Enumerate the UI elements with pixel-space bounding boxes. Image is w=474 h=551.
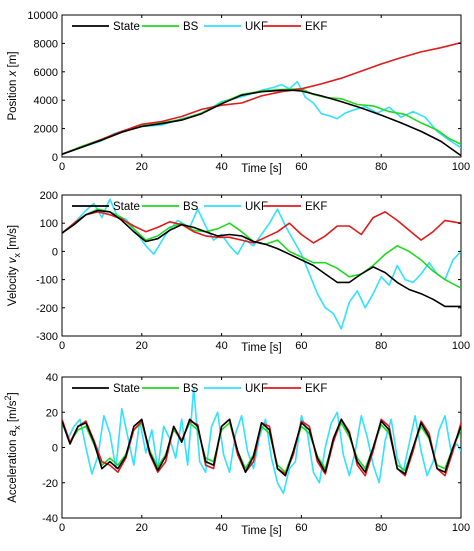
x-tick-label: 20 bbox=[136, 522, 148, 534]
legend-label-state: State bbox=[113, 201, 140, 213]
y-axis-label: Position x [m] bbox=[7, 51, 19, 120]
series-line-state bbox=[62, 418, 461, 477]
y-tick-label: 6000 bbox=[34, 67, 58, 79]
x-tick-label: 40 bbox=[215, 161, 227, 173]
legend-label-ekf: EKF bbox=[305, 21, 327, 33]
x-tick-label: 0 bbox=[59, 340, 65, 352]
y-tick-label: -40 bbox=[42, 513, 58, 525]
y-tick-label: 2000 bbox=[34, 124, 58, 136]
legend-label-bs: BS bbox=[183, 201, 199, 213]
legend-label-bs: BS bbox=[183, 383, 199, 395]
y-axis-label: Velocity vx [m/s] bbox=[7, 225, 22, 306]
y-tick-label: 100 bbox=[40, 218, 58, 230]
legend: State BS UKF EKF bbox=[72, 383, 327, 395]
x-tick-label: 60 bbox=[295, 161, 307, 173]
x-tick-label: 0 bbox=[59, 522, 65, 534]
series-line-state bbox=[62, 209, 461, 308]
y-tick-label: 10000 bbox=[27, 10, 58, 22]
y-tick-label: -200 bbox=[36, 303, 58, 315]
subplot-3: 0 20 40 60 80 100 -40 -20 0 20 40 Time [s] Accelerat… bbox=[3, 372, 470, 537]
series-group bbox=[62, 41, 461, 157]
x-tick-label: 80 bbox=[375, 340, 387, 352]
legend-label-state: State bbox=[113, 21, 140, 33]
legend-label-state: State bbox=[113, 383, 140, 395]
series-line-ekf bbox=[62, 41, 461, 155]
legend-label-ukf: UKF bbox=[245, 21, 268, 33]
x-tick-label: 60 bbox=[295, 522, 307, 534]
x-tick-label: 20 bbox=[136, 161, 148, 173]
x-tick-label: 40 bbox=[215, 340, 227, 352]
axes-box bbox=[61, 194, 462, 337]
legend: State BS UKF EKF bbox=[72, 21, 327, 33]
subplot-2: 0 20 40 60 80 100 -300 -200 -100 0 100 200 Time [s] V… bbox=[7, 190, 470, 354]
legend-label-ekf: EKF bbox=[305, 201, 327, 213]
x-tick-label: 20 bbox=[136, 340, 148, 352]
axes-box bbox=[61, 376, 462, 519]
y-tick-label: 20 bbox=[46, 407, 58, 419]
x-tick-label: 0 bbox=[59, 161, 65, 173]
legend: State BS UKF EKF bbox=[72, 201, 327, 213]
series-line-state bbox=[62, 89, 461, 157]
y-tick-label: -20 bbox=[42, 478, 58, 490]
x-axis-label: Time [s] bbox=[241, 163, 281, 175]
x-tick-label: 60 bbox=[295, 340, 307, 352]
series-line-ekf bbox=[62, 211, 461, 244]
x-tick-label: 100 bbox=[452, 522, 470, 534]
series-group bbox=[62, 198, 461, 330]
x-tick-label: 80 bbox=[375, 161, 387, 173]
axes-box bbox=[61, 14, 462, 158]
legend-label-bs: BS bbox=[183, 21, 199, 33]
x-tick-label: 80 bbox=[375, 522, 387, 534]
y-tick-label: -100 bbox=[36, 275, 58, 287]
x-axis-label: Time [s] bbox=[241, 342, 281, 354]
y-tick-label: 0 bbox=[52, 152, 58, 164]
subplot-1: 0 20 40 60 80 100 0 2000 4000 6000 8000 10000 Time [… bbox=[7, 10, 470, 175]
y-tick-label: 0 bbox=[52, 443, 58, 455]
x-tick-label: 100 bbox=[452, 161, 470, 173]
x-tick-label: 100 bbox=[452, 340, 470, 352]
y-tick-label: 4000 bbox=[34, 95, 58, 107]
y-tick-label: 0 bbox=[52, 246, 58, 258]
x-axis-label: Time [s] bbox=[241, 525, 281, 537]
series-group bbox=[62, 386, 461, 495]
y-axis-label: Acceleration ax [m/s2] bbox=[3, 392, 22, 503]
y-tick-label: 8000 bbox=[34, 38, 58, 50]
y-tick-label: -300 bbox=[36, 331, 58, 343]
legend-label-ukf: UKF bbox=[245, 383, 268, 395]
legend-label-ekf: EKF bbox=[305, 383, 327, 395]
y-tick-label: 40 bbox=[46, 372, 58, 384]
y-tick-label: 200 bbox=[40, 190, 58, 202]
legend-label-ukf: UKF bbox=[245, 201, 268, 213]
x-tick-label: 40 bbox=[215, 522, 227, 534]
